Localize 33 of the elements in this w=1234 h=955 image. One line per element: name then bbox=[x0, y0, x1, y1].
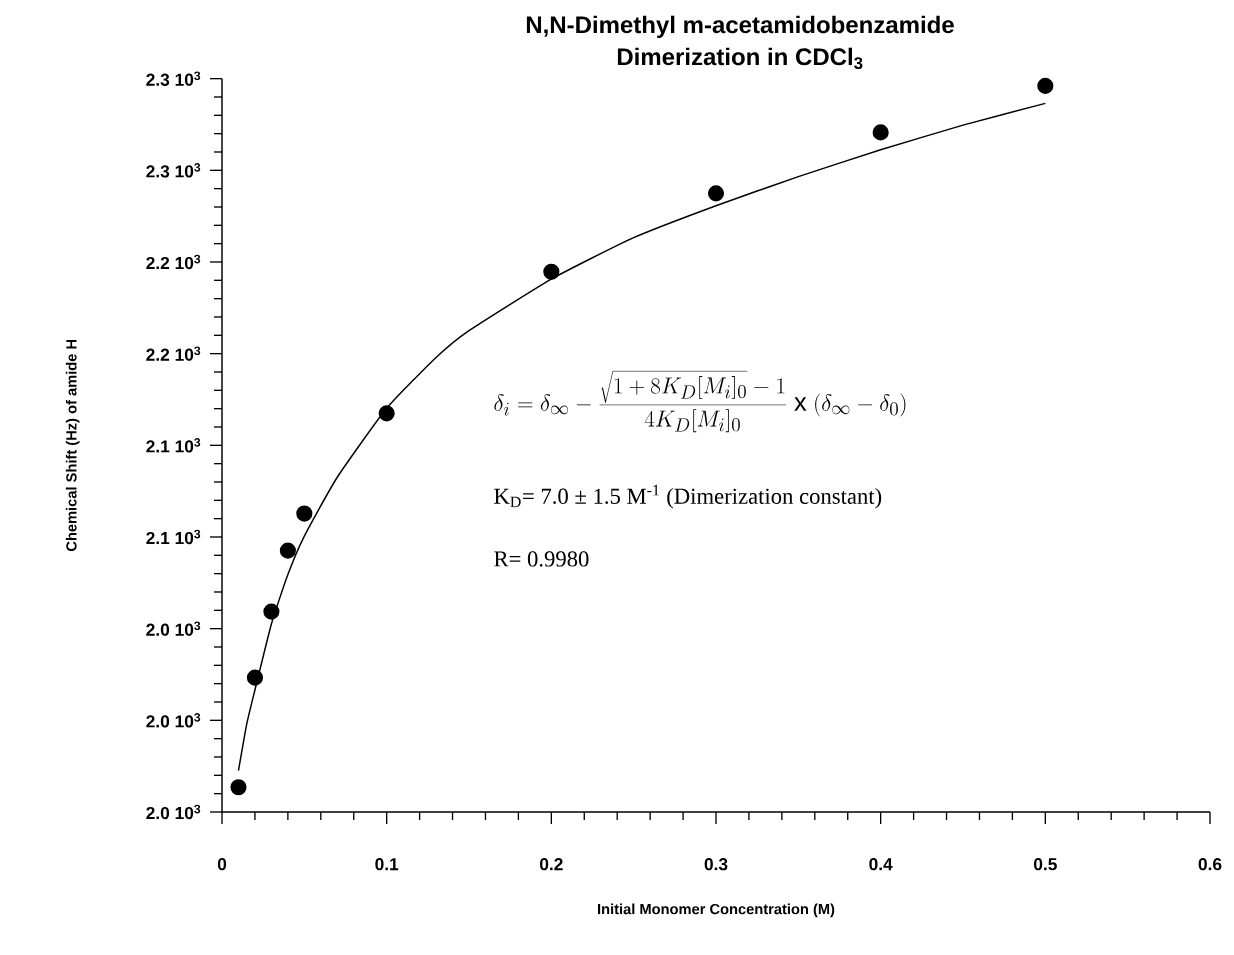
point bbox=[263, 603, 280, 620]
x-tick-label: 0.1 bbox=[375, 858, 399, 871]
x-tick-label: 0.6 bbox=[1198, 858, 1222, 871]
text: 2.0 10$^{3}$ bbox=[146, 621, 201, 636]
annotation: K$_{D}$= 7.0 ± 1.5 M$^{-1}$ (Dimerization constant) bbox=[494, 484, 882, 509]
text: 2.3 10$^{3}$ bbox=[146, 163, 201, 178]
text: 2.2 10$^{3}$ bbox=[146, 254, 201, 270]
x-axis-title: Initial Monomer Concentration (M) bbox=[598, 903, 835, 918]
point bbox=[543, 263, 560, 280]
point bbox=[872, 124, 889, 141]
text: Chemical Shift (Hz) of amide H bbox=[65, 339, 80, 552]
chart-subtitle: Dimerization in CDCl$_{3}$ bbox=[617, 47, 863, 70]
x-tick-label: 0.3 bbox=[704, 858, 728, 871]
annotation: R= 0.9980 bbox=[494, 551, 589, 567]
x-tick-label: 0.5 bbox=[1033, 858, 1057, 871]
x-tick-label: 0 bbox=[217, 858, 227, 871]
point bbox=[1037, 77, 1054, 94]
text: 2.0 10$^{3}$ bbox=[146, 713, 201, 728]
text: 2.0 10$^{3}$ bbox=[146, 804, 201, 820]
point bbox=[279, 542, 296, 559]
text: 2.3 10$^{3}$ bbox=[146, 71, 201, 86]
text: 2.1 10$^{3}$ bbox=[146, 529, 201, 545]
x-tick-label: 0.2 bbox=[539, 858, 563, 871]
annotation: $\delta_{i}=\delta_{\infty}-\frac{\sqrt{1+8K_{D}[M_{i}]_{0}}-1}{4K_{D}[M_{i}]_{0}}\;\mathrm{x}\;(\delta_{\infty}-\delta_{0})$ bbox=[494, 370, 906, 433]
chart-title: N,N-Dimethyl m-acetamidobenzamide bbox=[526, 15, 954, 39]
x-tick-label: 0.4 bbox=[869, 858, 893, 871]
point bbox=[378, 405, 395, 422]
text: 2.2 10$^{3}$ bbox=[146, 346, 201, 361]
point bbox=[296, 505, 313, 522]
point bbox=[246, 669, 264, 686]
point bbox=[707, 185, 725, 202]
point bbox=[230, 779, 247, 796]
text: 2.1 10$^{3}$ bbox=[146, 438, 201, 453]
